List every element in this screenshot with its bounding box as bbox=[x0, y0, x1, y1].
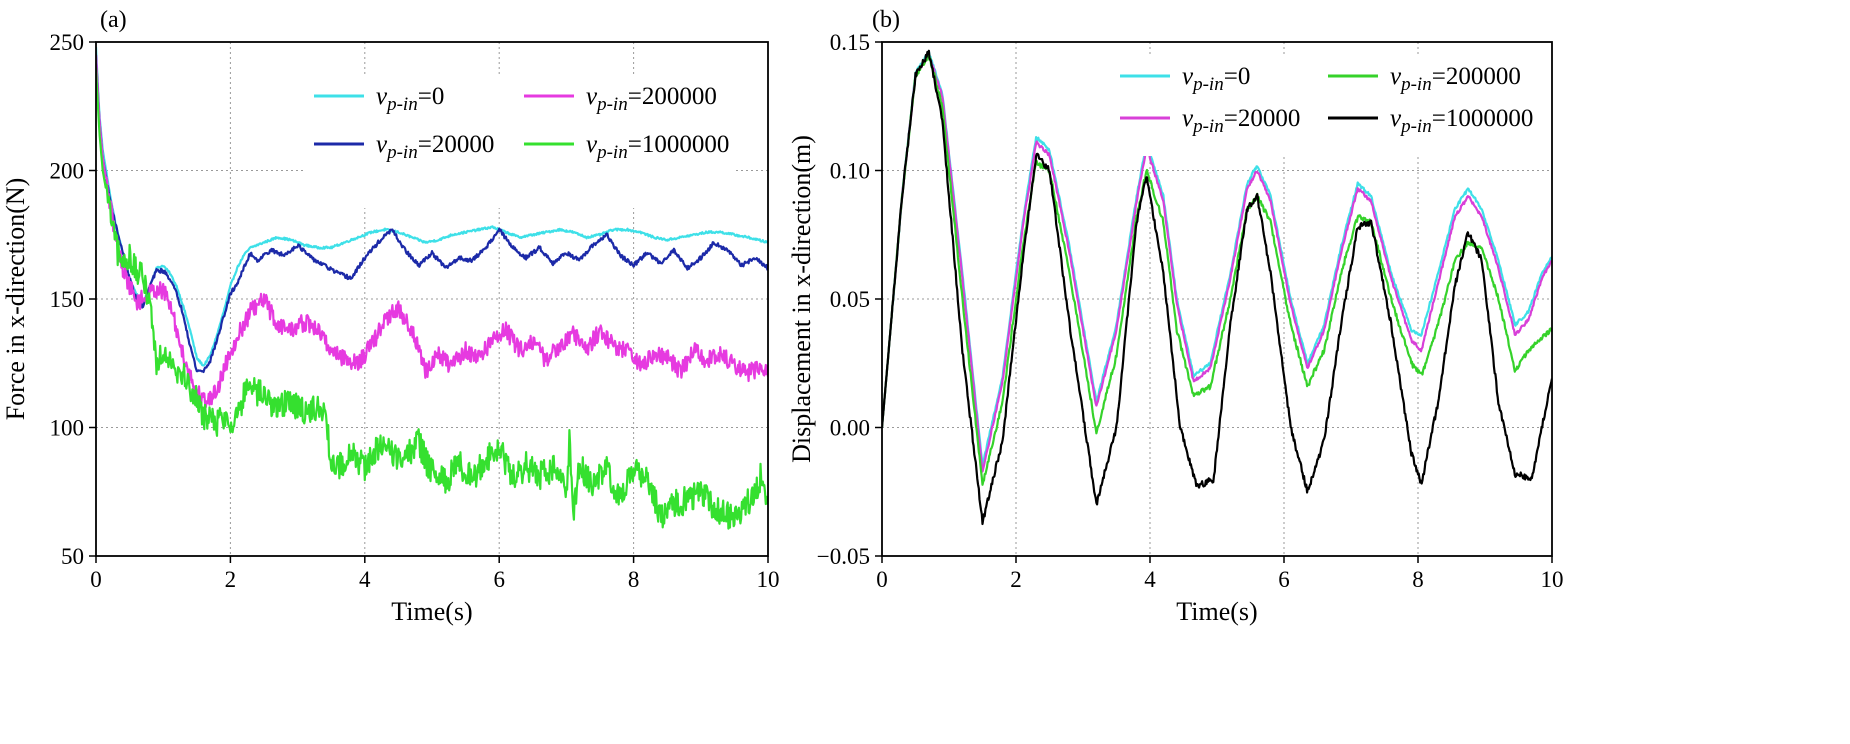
legend-subscript: p-in bbox=[595, 142, 628, 163]
panel-label-a: (a) bbox=[100, 7, 127, 33]
legend-value: =0 bbox=[418, 83, 445, 110]
legend-var: v bbox=[376, 131, 388, 158]
legend-label: vp-in=1000000 bbox=[586, 131, 729, 163]
series-line-3 bbox=[96, 54, 768, 409]
y-tick-label: 0.05 bbox=[830, 287, 870, 312]
x-axis-label-a: Time(s) bbox=[391, 597, 472, 626]
legend-var: v bbox=[586, 131, 598, 158]
legend-label: vp-in=1000000 bbox=[1390, 105, 1533, 137]
legend-subscript: p-in bbox=[1191, 116, 1224, 137]
legend-value: =1000000 bbox=[628, 131, 730, 158]
legend-value: =0 bbox=[1224, 63, 1251, 90]
x-tick-label: 6 bbox=[493, 567, 505, 592]
legend-var: v bbox=[1182, 63, 1194, 90]
x-tick-label: 4 bbox=[1144, 567, 1156, 592]
y-axis-label-a: Force in x-direction(N) bbox=[1, 178, 30, 421]
legend-var: v bbox=[1182, 105, 1194, 132]
series-line-2 bbox=[96, 54, 768, 374]
legend-var: v bbox=[1390, 63, 1402, 90]
y-tick-label: 150 bbox=[50, 287, 85, 312]
x-tick-label: 0 bbox=[90, 567, 102, 592]
y-tick-label: 0.10 bbox=[830, 159, 870, 184]
x-tick-label: 10 bbox=[1541, 567, 1564, 592]
y-tick-label: 200 bbox=[50, 159, 85, 184]
x-tick-label: 8 bbox=[1412, 567, 1424, 592]
legend-subscript: p-in bbox=[385, 94, 418, 115]
legend-value: =20000 bbox=[418, 131, 495, 158]
series-line-4 bbox=[96, 67, 768, 530]
legend-value: =200000 bbox=[628, 83, 717, 110]
y-axis-label-b: Displacement in x-direction(m) bbox=[787, 135, 816, 463]
series-line-1 bbox=[882, 50, 1552, 468]
legend-label: vp-in=200000 bbox=[586, 83, 717, 115]
x-tick-label: 8 bbox=[628, 567, 640, 592]
legend-subscript: p-in bbox=[1399, 116, 1432, 137]
y-tick-label: 0.15 bbox=[830, 30, 870, 55]
y-tick-label: −0.05 bbox=[817, 544, 870, 569]
legend-value: =20000 bbox=[1224, 105, 1301, 132]
legend-box bbox=[306, 76, 736, 208]
x-tick-label: 10 bbox=[757, 567, 780, 592]
legend-label: vp-in=20000 bbox=[1182, 105, 1300, 137]
y-tick-label: 100 bbox=[50, 416, 85, 441]
x-tick-label: 4 bbox=[359, 567, 371, 592]
legend-label: vp-in=0 bbox=[1182, 63, 1250, 95]
y-tick-label: 0.00 bbox=[830, 416, 870, 441]
legend-value: =200000 bbox=[1432, 63, 1521, 90]
legend-var: v bbox=[1390, 105, 1402, 132]
series-line-3 bbox=[882, 52, 1552, 486]
y-tick-label: 250 bbox=[50, 30, 85, 55]
series-line-2 bbox=[882, 52, 1552, 473]
legend-value: =1000000 bbox=[1432, 105, 1534, 132]
series-line-1 bbox=[96, 47, 768, 367]
chart-a: (a) 0 2 4 6 8 10 50 100 150 200 250 Time(s) Force … bbox=[1, 7, 780, 626]
legend-var: v bbox=[586, 83, 598, 110]
legend-label: vp-in=20000 bbox=[376, 131, 494, 163]
legend-subscript: p-in bbox=[1399, 74, 1432, 95]
legend-var: v bbox=[376, 83, 388, 110]
legend-box bbox=[1112, 56, 1544, 156]
x-tick-label: 0 bbox=[876, 567, 888, 592]
legend-subscript: p-in bbox=[385, 142, 418, 163]
legend-subscript: p-in bbox=[1191, 74, 1224, 95]
x-tick-label: 6 bbox=[1278, 567, 1290, 592]
chart-b: (b) 0 2 4 6 8 10 −0.05 0.00 0.05 0.10 0.15 Time(s)… bbox=[787, 7, 1564, 626]
legend-subscript: p-in bbox=[595, 94, 628, 115]
panel-label-b: (b) bbox=[872, 7, 900, 33]
x-tick-label: 2 bbox=[1010, 567, 1022, 592]
legend-label: vp-in=200000 bbox=[1390, 63, 1521, 95]
series-line-4 bbox=[882, 49, 1552, 526]
y-tick-label: 50 bbox=[61, 544, 84, 569]
legend-label: vp-in=0 bbox=[376, 83, 444, 115]
x-tick-label: 2 bbox=[225, 567, 237, 592]
x-axis-label-b: Time(s) bbox=[1176, 597, 1257, 626]
